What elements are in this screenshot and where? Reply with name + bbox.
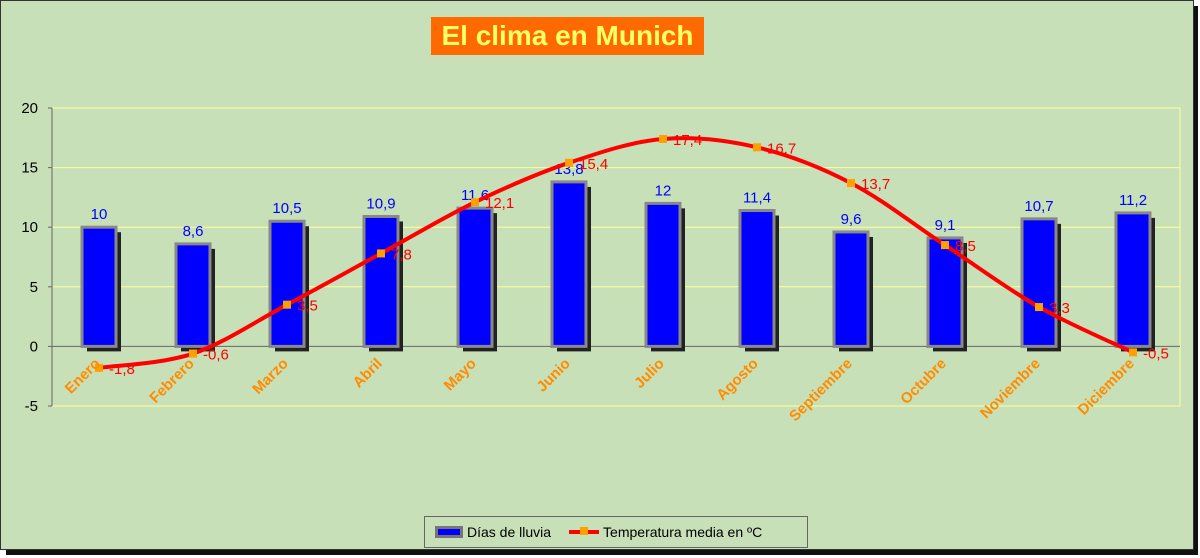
legend-bar-swatch bbox=[435, 526, 463, 538]
rain-bar bbox=[1114, 211, 1152, 348]
rain-bar bbox=[738, 209, 776, 348]
rain-bar-label: 9,1 bbox=[935, 217, 956, 234]
rain-bar-label: 12 bbox=[655, 182, 672, 199]
y-tick-label: -5 bbox=[25, 398, 38, 415]
temperature-marker bbox=[565, 158, 573, 167]
temperature-marker bbox=[1129, 348, 1137, 357]
y-tick-label: 20 bbox=[21, 100, 38, 117]
temperature-line bbox=[98, 136, 1134, 370]
legend-line-swatch bbox=[569, 527, 600, 535]
temperature-marker bbox=[377, 249, 385, 258]
rain-bar bbox=[644, 201, 682, 348]
rain-bar-label: 8,6 bbox=[183, 223, 204, 240]
rain-bar bbox=[362, 214, 400, 348]
rain-bar-label: 10,5 bbox=[272, 200, 301, 217]
temperature-label: 7,8 bbox=[391, 246, 412, 263]
rain-bar bbox=[456, 206, 494, 348]
temperature-label: -0,5 bbox=[1143, 345, 1169, 362]
rain-bar bbox=[268, 219, 306, 348]
legend-label-rain: Días de lluvia bbox=[467, 524, 552, 540]
category-label: Julio bbox=[631, 355, 668, 392]
category-label: Noviembre bbox=[977, 355, 1044, 422]
temperature-marker bbox=[95, 363, 103, 372]
temperature-marker bbox=[283, 300, 291, 309]
temperature-marker bbox=[847, 179, 855, 188]
temperature-label: 17,4 bbox=[673, 132, 702, 149]
category-label: Agosto bbox=[713, 355, 762, 404]
temperature-label: 16,7 bbox=[767, 140, 796, 157]
rain-bar-label: 10,7 bbox=[1024, 198, 1053, 215]
temperature-label: 15,4 bbox=[579, 156, 608, 173]
category-label: Marzo bbox=[249, 355, 292, 398]
rain-bar-label: 11,2 bbox=[1119, 192, 1147, 209]
category-label: Junio bbox=[534, 355, 574, 395]
category-label: Diciembre bbox=[1075, 355, 1138, 418]
category-label: Mayo bbox=[441, 355, 480, 394]
temperature-label: 12,1 bbox=[485, 195, 514, 212]
temperature-marker bbox=[471, 198, 479, 207]
legend-item-rain: Días de lluvia bbox=[435, 524, 551, 540]
y-tick-label: 10 bbox=[21, 219, 38, 236]
temperature-label: 13,7 bbox=[861, 176, 890, 193]
temperature-marker bbox=[189, 349, 197, 358]
temperature-label: 3,3 bbox=[1049, 300, 1070, 317]
category-label: Septiembre bbox=[786, 355, 856, 425]
chart-legend: Días de lluvia Temperatura media en ºC bbox=[424, 516, 808, 548]
y-tick-label: 15 bbox=[21, 160, 38, 177]
temperature-marker bbox=[1035, 303, 1043, 312]
rain-bar-label: 10,9 bbox=[366, 195, 395, 212]
temperature-label: -0,6 bbox=[203, 347, 229, 364]
y-tick-label: 5 bbox=[30, 279, 38, 296]
category-label: Enero bbox=[62, 355, 104, 397]
rain-bar bbox=[832, 230, 870, 348]
rain-bar-label: 11,4 bbox=[743, 190, 771, 207]
temperature-marker bbox=[659, 134, 667, 143]
rain-bar bbox=[926, 236, 964, 348]
temperature-marker bbox=[753, 143, 761, 152]
temperature-label: 3,5 bbox=[297, 298, 318, 315]
rain-bar bbox=[1020, 217, 1058, 348]
chart-title: El clima en Munich bbox=[431, 17, 704, 55]
category-label: Abril bbox=[350, 355, 386, 391]
temperature-label: 8,5 bbox=[955, 238, 976, 255]
rain-bar bbox=[550, 180, 588, 348]
rain-bar bbox=[174, 242, 212, 348]
legend-item-temp: Temperatura media en ºC bbox=[569, 524, 762, 540]
y-tick-label: 0 bbox=[30, 338, 38, 355]
category-label: Octubre bbox=[897, 355, 950, 408]
legend-label-temp: Temperatura media en ºC bbox=[603, 524, 763, 540]
temperature-marker bbox=[941, 241, 949, 250]
rain-bar bbox=[80, 225, 118, 348]
rain-bar-label: 10 bbox=[91, 206, 108, 223]
temperature-label: -1,8 bbox=[109, 361, 135, 378]
rain-bar-label: 9,6 bbox=[841, 211, 862, 228]
